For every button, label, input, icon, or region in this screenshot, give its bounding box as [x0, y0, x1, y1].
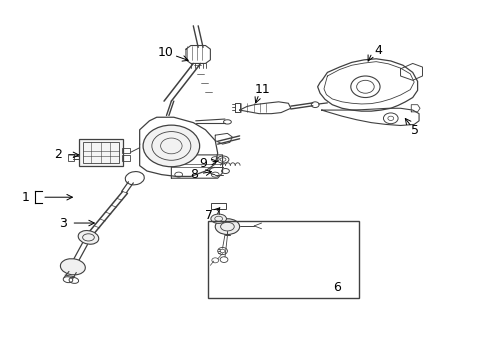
Bar	[211, 203, 225, 210]
Text: 2: 2	[54, 148, 62, 161]
Ellipse shape	[78, 230, 99, 244]
Bar	[207, 221, 358, 298]
Bar	[122, 148, 130, 153]
Ellipse shape	[61, 259, 85, 275]
Bar	[122, 155, 130, 161]
Bar	[82, 141, 119, 163]
Text: 3: 3	[59, 216, 67, 230]
Text: 6: 6	[332, 281, 341, 294]
Bar	[79, 139, 122, 166]
Bar	[68, 154, 74, 161]
Text: 1: 1	[22, 191, 30, 204]
Text: 11: 11	[255, 83, 270, 96]
Text: 9: 9	[199, 157, 207, 170]
Text: 4: 4	[374, 44, 382, 57]
Text: 5: 5	[410, 124, 418, 137]
Ellipse shape	[215, 219, 239, 234]
Ellipse shape	[143, 125, 199, 167]
Text: 8: 8	[189, 168, 197, 181]
Text: 7: 7	[205, 210, 213, 222]
Text: 10: 10	[157, 46, 173, 59]
Ellipse shape	[210, 214, 226, 224]
